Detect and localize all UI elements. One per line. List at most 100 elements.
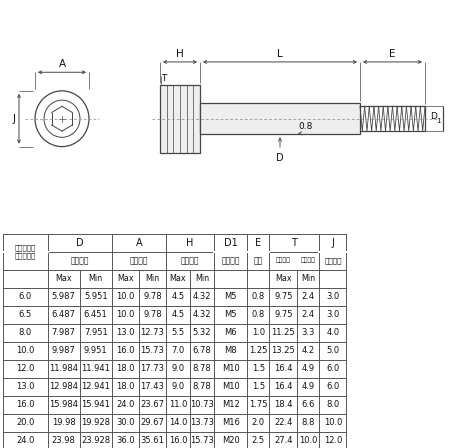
Text: Max: Max [275, 275, 292, 284]
Text: 9.78: 9.78 [143, 293, 162, 302]
Text: 14.0: 14.0 [169, 418, 187, 427]
Text: 18.4: 18.4 [274, 401, 292, 409]
Text: M8: M8 [224, 346, 237, 355]
Text: M16: M16 [222, 418, 239, 427]
Text: 35.61: 35.61 [140, 436, 164, 445]
Text: Min: Min [301, 275, 316, 284]
FancyBboxPatch shape [200, 103, 360, 134]
Text: 6.487: 6.487 [52, 310, 75, 319]
Text: T: T [292, 238, 297, 248]
Text: E: E [255, 238, 261, 248]
Text: 3.0: 3.0 [327, 310, 340, 319]
Text: 16.0: 16.0 [169, 436, 187, 445]
Text: 4.9: 4.9 [302, 383, 315, 392]
Text: 7.987: 7.987 [52, 328, 75, 337]
Text: 8.78: 8.78 [193, 365, 211, 374]
Text: 6.0: 6.0 [327, 365, 340, 374]
Text: 1.75: 1.75 [249, 401, 267, 409]
Text: 2.4: 2.4 [302, 310, 315, 319]
Text: 24.0: 24.0 [16, 436, 35, 445]
Text: 9.0: 9.0 [172, 383, 184, 392]
Text: D: D [276, 138, 284, 163]
Text: 4.9: 4.9 [302, 365, 315, 374]
Text: 16.4: 16.4 [274, 365, 292, 374]
Text: 10.0: 10.0 [116, 293, 135, 302]
Text: 1.25: 1.25 [249, 346, 267, 355]
Text: 0.8: 0.8 [298, 122, 312, 131]
Text: 1: 1 [436, 118, 440, 124]
Text: 1.5: 1.5 [252, 383, 265, 392]
Text: 8.0: 8.0 [327, 401, 340, 409]
Text: 22.4: 22.4 [274, 418, 292, 427]
Text: 11.941: 11.941 [81, 365, 110, 374]
Text: 4.5: 4.5 [172, 293, 184, 302]
Text: 18.0: 18.0 [116, 383, 135, 392]
Text: M5: M5 [224, 310, 237, 319]
Text: 27.4: 27.4 [274, 436, 292, 445]
Text: 6.0: 6.0 [19, 293, 32, 302]
Text: 15.941: 15.941 [81, 401, 110, 409]
Text: 4.32: 4.32 [193, 310, 211, 319]
Text: 10.0: 10.0 [16, 346, 35, 355]
Text: 20.0: 20.0 [16, 418, 35, 427]
Text: 6.0: 6.0 [327, 383, 340, 392]
Text: 5.951: 5.951 [84, 293, 108, 302]
Text: 13.0: 13.0 [116, 328, 135, 337]
Text: E: E [389, 49, 396, 59]
Text: 2.5: 2.5 [252, 436, 265, 445]
Text: 8.0: 8.0 [19, 328, 32, 337]
Text: Min: Min [146, 275, 159, 284]
Text: M10: M10 [222, 365, 239, 374]
Text: M10: M10 [222, 383, 239, 392]
Text: 11.25: 11.25 [272, 328, 295, 337]
Text: 19.98: 19.98 [52, 418, 75, 427]
Text: 6.451: 6.451 [84, 310, 108, 319]
Text: M6: M6 [224, 328, 237, 337]
Text: 9.75: 9.75 [274, 293, 292, 302]
Text: T: T [161, 73, 166, 82]
Text: 5.32: 5.32 [193, 328, 211, 337]
Text: 1.5: 1.5 [252, 365, 265, 374]
Text: 4.32: 4.32 [193, 293, 211, 302]
Text: 螺距: 螺距 [254, 256, 263, 266]
Text: 23.67: 23.67 [140, 401, 164, 409]
Text: 12.73: 12.73 [140, 328, 164, 337]
Text: 13.25: 13.25 [272, 346, 295, 355]
Text: 螺纹直径: 螺纹直径 [221, 256, 240, 266]
Text: D: D [76, 238, 83, 248]
Text: 2.4: 2.4 [302, 293, 315, 302]
Text: 头部厚度: 头部厚度 [181, 256, 199, 266]
Text: 29.67: 29.67 [140, 418, 164, 427]
Text: 5.0: 5.0 [327, 346, 339, 355]
Text: A: A [136, 238, 142, 248]
Text: 12.0: 12.0 [324, 436, 342, 445]
Text: 3.0: 3.0 [327, 293, 340, 302]
Text: 9.0: 9.0 [172, 365, 184, 374]
Text: 16.4: 16.4 [274, 383, 292, 392]
Text: 2.0: 2.0 [252, 418, 265, 427]
Text: 基本的前直
径公称尺寸: 基本的前直 径公称尺寸 [15, 245, 36, 259]
Text: 六角对边: 六角对边 [324, 258, 342, 264]
Text: 5.5: 5.5 [172, 328, 184, 337]
Text: 5.987: 5.987 [52, 293, 75, 302]
Text: 36.0: 36.0 [116, 436, 135, 445]
Text: 23.98: 23.98 [52, 436, 75, 445]
Text: 光杆直径: 光杆直径 [70, 256, 89, 266]
Text: M12: M12 [222, 401, 239, 409]
Text: 9.987: 9.987 [52, 346, 75, 355]
Text: 6.5: 6.5 [19, 310, 32, 319]
Text: 0.8: 0.8 [252, 293, 265, 302]
Text: 4.5: 4.5 [172, 310, 184, 319]
Text: 8.78: 8.78 [193, 383, 211, 392]
Text: A: A [58, 59, 65, 69]
Text: Max: Max [117, 275, 134, 284]
Text: 15.73: 15.73 [140, 346, 164, 355]
Text: M5: M5 [224, 293, 237, 302]
Text: Max: Max [55, 275, 72, 284]
Text: M20: M20 [222, 436, 239, 445]
Text: 19.928: 19.928 [81, 418, 110, 427]
Text: H: H [186, 238, 194, 248]
Text: 1.0: 1.0 [252, 328, 265, 337]
Text: 3.3: 3.3 [302, 328, 315, 337]
Text: 15.984: 15.984 [49, 401, 78, 409]
